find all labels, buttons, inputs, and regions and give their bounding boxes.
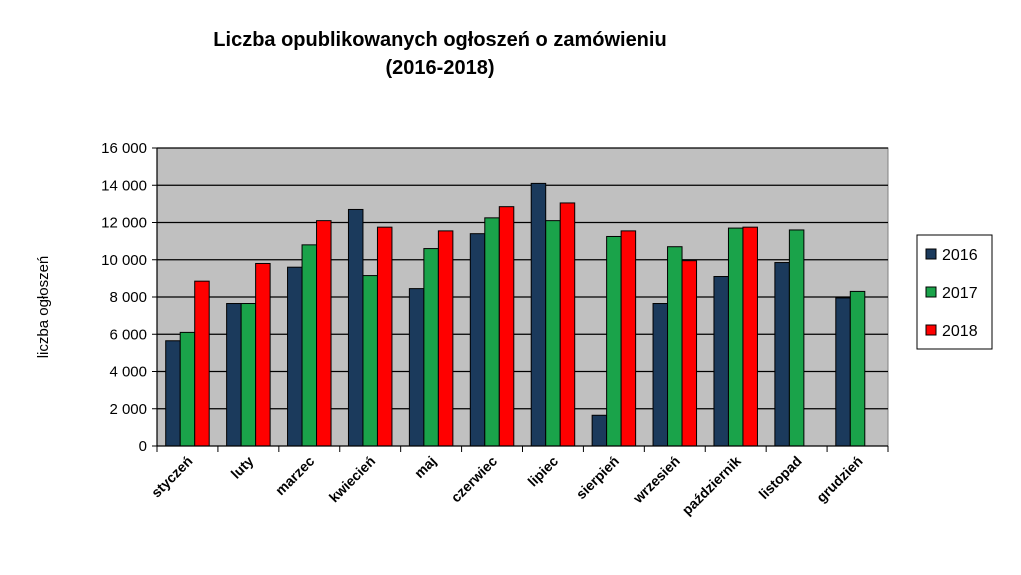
bar-2017-listopad [788, 229, 805, 447]
bar-2016-czerwiec [469, 233, 486, 447]
legend-label-2016: 2016 [942, 247, 978, 264]
y-tick-label: 10 000 [101, 252, 147, 269]
x-tick-label: listopad [755, 453, 804, 502]
x-tick-label: styczeń [148, 453, 196, 501]
y-tick-label: 2 000 [109, 401, 147, 418]
bar-2018-maj [437, 230, 454, 447]
gridlines [152, 147, 888, 447]
bar-2017-kwiecień [362, 275, 378, 447]
chart-title-line-1: Liczba opublikowanych ogłoszeń o zamówie… [213, 29, 666, 51]
bar-2016-kwiecień [347, 208, 364, 447]
bar-2018-luty [255, 262, 271, 447]
y-tick-labels: 0 2 000 4 000 6 000 8 000 10 000 12 000 14 000 1… [101, 140, 147, 455]
bar-2016-luty [226, 303, 242, 447]
legend-swatch-2016 [925, 248, 937, 260]
x-tick-label: marzec [272, 453, 318, 499]
bar-2018-sierpień [620, 230, 637, 447]
bar-2017-czerwiec [484, 217, 500, 447]
bar-2018-lipiec [559, 202, 576, 447]
bar-2016-lipiec [530, 182, 547, 447]
bar-2017-luty [240, 303, 257, 447]
bar-2016-grudzień [835, 297, 851, 447]
bar-2018-październik [742, 226, 758, 447]
x-tick-label: październik [679, 453, 744, 518]
bar-2016-marzec [287, 266, 303, 447]
bar-2018-wrzesień [681, 260, 698, 447]
bar-2017-lipiec [545, 220, 561, 447]
legend-swatch-2017 [925, 286, 937, 298]
x-tick-labels: styczeń luty marzec kwiecień maj czerwiec lipi… [148, 453, 866, 518]
legend: 2016 2017 2018 [916, 234, 993, 350]
bar-2017-marzec [301, 244, 318, 447]
bar-2016-październik [713, 276, 729, 447]
bar-2018-styczeń [194, 280, 210, 447]
bar-2016-styczeń [165, 340, 181, 447]
x-tick-label: grudzień [813, 453, 866, 506]
bar-2017-styczeń [179, 331, 196, 447]
y-axis-label: liczba ogłoszeń [35, 256, 52, 359]
y-tick-label: 14 000 [101, 177, 147, 194]
bar-2017-wrzesień [667, 246, 683, 447]
bar-2017-maj [423, 248, 439, 447]
bar-2016-wrzesień [652, 303, 669, 447]
y-tick-label: 12 000 [101, 215, 147, 232]
bar-2016-sierpień [591, 414, 608, 447]
x-tick-label: czerwiec [448, 453, 501, 506]
bar-2018-czerwiec [498, 206, 515, 447]
x-tick-label: luty [228, 453, 257, 482]
bar-2016-listopad [774, 262, 790, 447]
legend-swatch-2018 [925, 324, 937, 336]
bar-2017-październik [727, 227, 744, 447]
legend-label-2018: 2018 [942, 323, 978, 340]
x-tick-label: lipiec [524, 453, 561, 490]
bar-2018-kwiecień [376, 226, 393, 447]
x-tick-label: kwiecień [326, 453, 379, 506]
bar-2017-grudzień [849, 290, 866, 447]
x-tick-label: maj [411, 453, 439, 481]
chart-title-line-2: (2016-2018) [386, 57, 495, 79]
y-tick-label: 0 [139, 438, 147, 455]
bar-2016-maj [408, 288, 425, 447]
bar-2017-sierpień [606, 235, 622, 447]
y-tick-label: 6 000 [109, 326, 147, 343]
bar-2018-marzec [316, 220, 332, 447]
x-tick-label: wrzesień [629, 453, 683, 507]
y-tick-label: 8 000 [109, 289, 147, 306]
y-tick-label: 16 000 [101, 140, 147, 157]
x-tick-label: sierpień [573, 453, 622, 502]
y-tick-label: 4 000 [109, 364, 147, 381]
axes [156, 148, 889, 452]
legend-label-2017: 2017 [942, 285, 978, 302]
